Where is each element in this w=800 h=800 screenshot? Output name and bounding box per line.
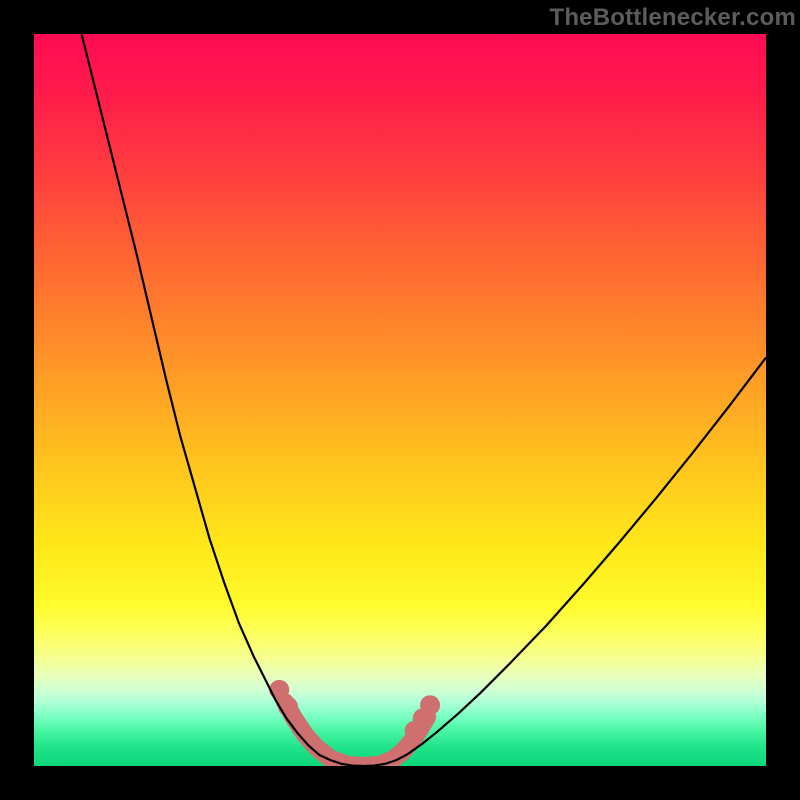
watermark-text: TheBottlenecker.com [549, 4, 796, 32]
chart-svg [0, 0, 800, 800]
marker-dot [420, 695, 440, 715]
plot-background-gradient [34, 34, 766, 766]
marker-dot [278, 697, 298, 717]
